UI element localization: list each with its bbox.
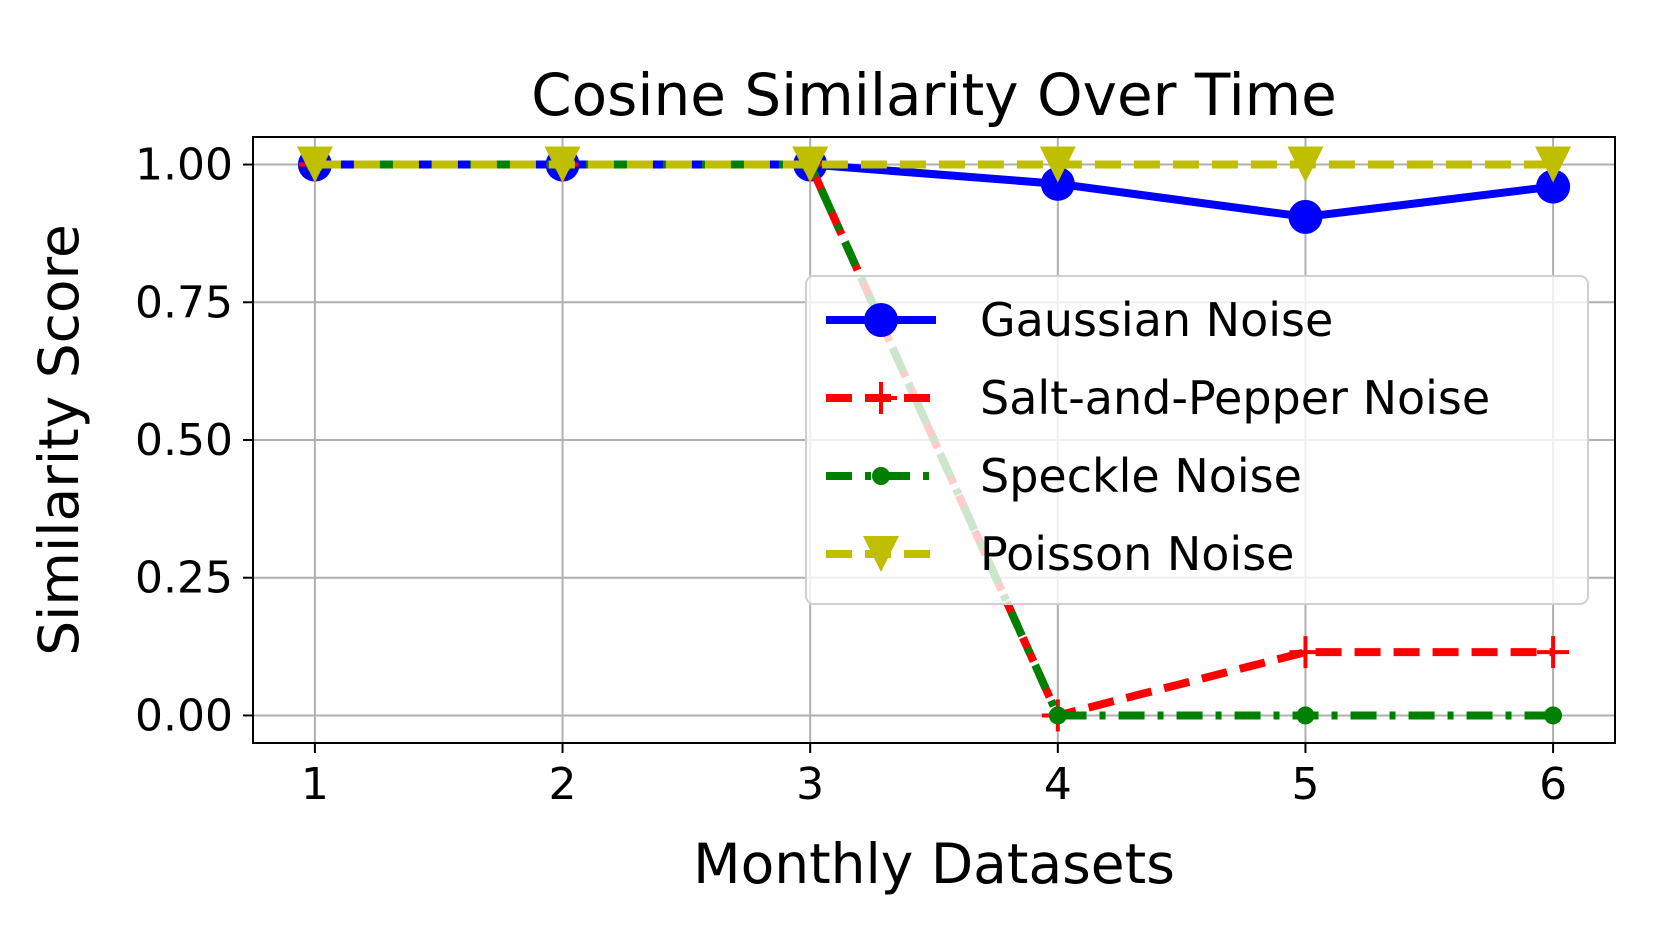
legend-item: Speckle Noise	[826, 449, 1302, 503]
data-point	[1288, 199, 1323, 234]
x-tick-label: 3	[796, 759, 824, 810]
legend-marker	[864, 303, 898, 337]
legend-label: Salt-and-Pepper Noise	[980, 371, 1490, 425]
legend-box	[805, 275, 1589, 605]
x-tick-label: 6	[1539, 759, 1567, 810]
y-tick-label: 0.00	[135, 690, 233, 741]
data-point	[1287, 146, 1324, 183]
y-tick-label: 1.00	[135, 140, 233, 191]
data-point	[1535, 146, 1572, 183]
x-tick-label: 4	[1044, 759, 1072, 810]
legend-marker	[872, 467, 890, 485]
y-tick-label: 0.50	[135, 415, 233, 466]
data-point	[544, 146, 581, 183]
series-line	[314, 160, 1554, 221]
x-tick-label: 5	[1291, 759, 1319, 810]
data-point	[1296, 706, 1315, 725]
data-point	[296, 146, 333, 183]
y-axis-label: Similarity Score	[27, 224, 91, 656]
x-tick-label: 2	[549, 759, 577, 810]
data-point	[1040, 166, 1075, 201]
data-point	[1289, 636, 1322, 669]
legend-marker	[865, 382, 897, 414]
legend-item: Gaussian Noise	[826, 293, 1333, 347]
data-point	[1048, 706, 1067, 725]
legend-label: Gaussian Noise	[980, 293, 1333, 347]
data-point	[792, 146, 829, 183]
series-gaussian-noise	[297, 147, 1571, 234]
legend-marker	[863, 536, 899, 572]
y-tick-label: 0.75	[135, 277, 233, 328]
legend: Gaussian Noise Salt-and-Pepper Noise Speck…	[805, 275, 1589, 605]
legend-label: Speckle Noise	[980, 449, 1302, 503]
legend-label: Poisson Noise	[980, 527, 1294, 581]
legend-item: Salt-and-Pepper Noise	[826, 371, 1490, 425]
data-point	[1039, 146, 1076, 183]
series-poisson-noise	[296, 146, 1572, 183]
x-axis-label: Monthly Datasets	[693, 832, 1175, 896]
legend-item: Poisson Noise	[826, 527, 1294, 581]
data-point	[1537, 636, 1570, 669]
x-tick-label: 1	[301, 759, 329, 810]
data-point	[1536, 169, 1571, 204]
chart-title: Cosine Similarity Over Time	[531, 61, 1337, 129]
data-point	[1544, 706, 1563, 725]
y-tick-label: 0.25	[135, 553, 233, 604]
axis-ticks: 1 2 3 4 5 6 0.00 0.25 0.50 0.75 1.00	[135, 140, 1567, 810]
